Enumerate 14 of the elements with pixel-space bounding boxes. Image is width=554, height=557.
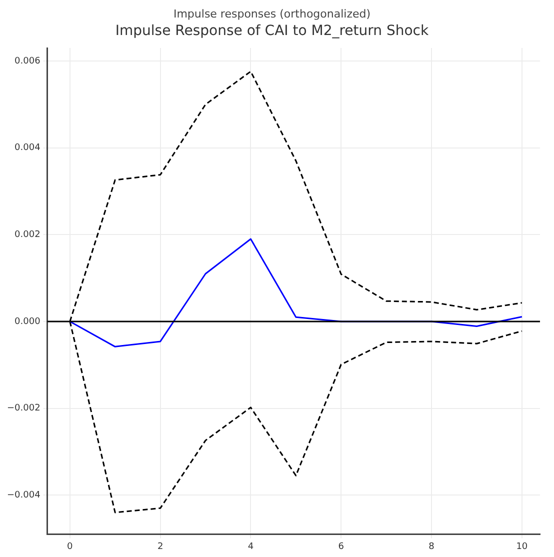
chart-title: Impulse Response of CAI to M2_return Shock [115,23,430,40]
y-tick-label: 0.004 [14,143,41,154]
x-tick-label: 6 [338,542,344,552]
y-tick-label: −0.004 [6,490,41,500]
x-tick-label: 2 [157,542,164,552]
y-tick-label: 0.000 [14,316,41,327]
x-tick-label: 4 [248,542,254,552]
y-tick-label: 0.006 [14,56,41,66]
x-tick-label: 0 [67,542,74,552]
x-tick-label: 8 [428,542,435,552]
y-tick-label: −0.002 [6,404,40,414]
y-tick-label: 0.002 [14,230,40,240]
chart-subtitle: Impulse responses (orthogonalized) [173,7,371,20]
x-tick-label: 10 [516,542,528,552]
